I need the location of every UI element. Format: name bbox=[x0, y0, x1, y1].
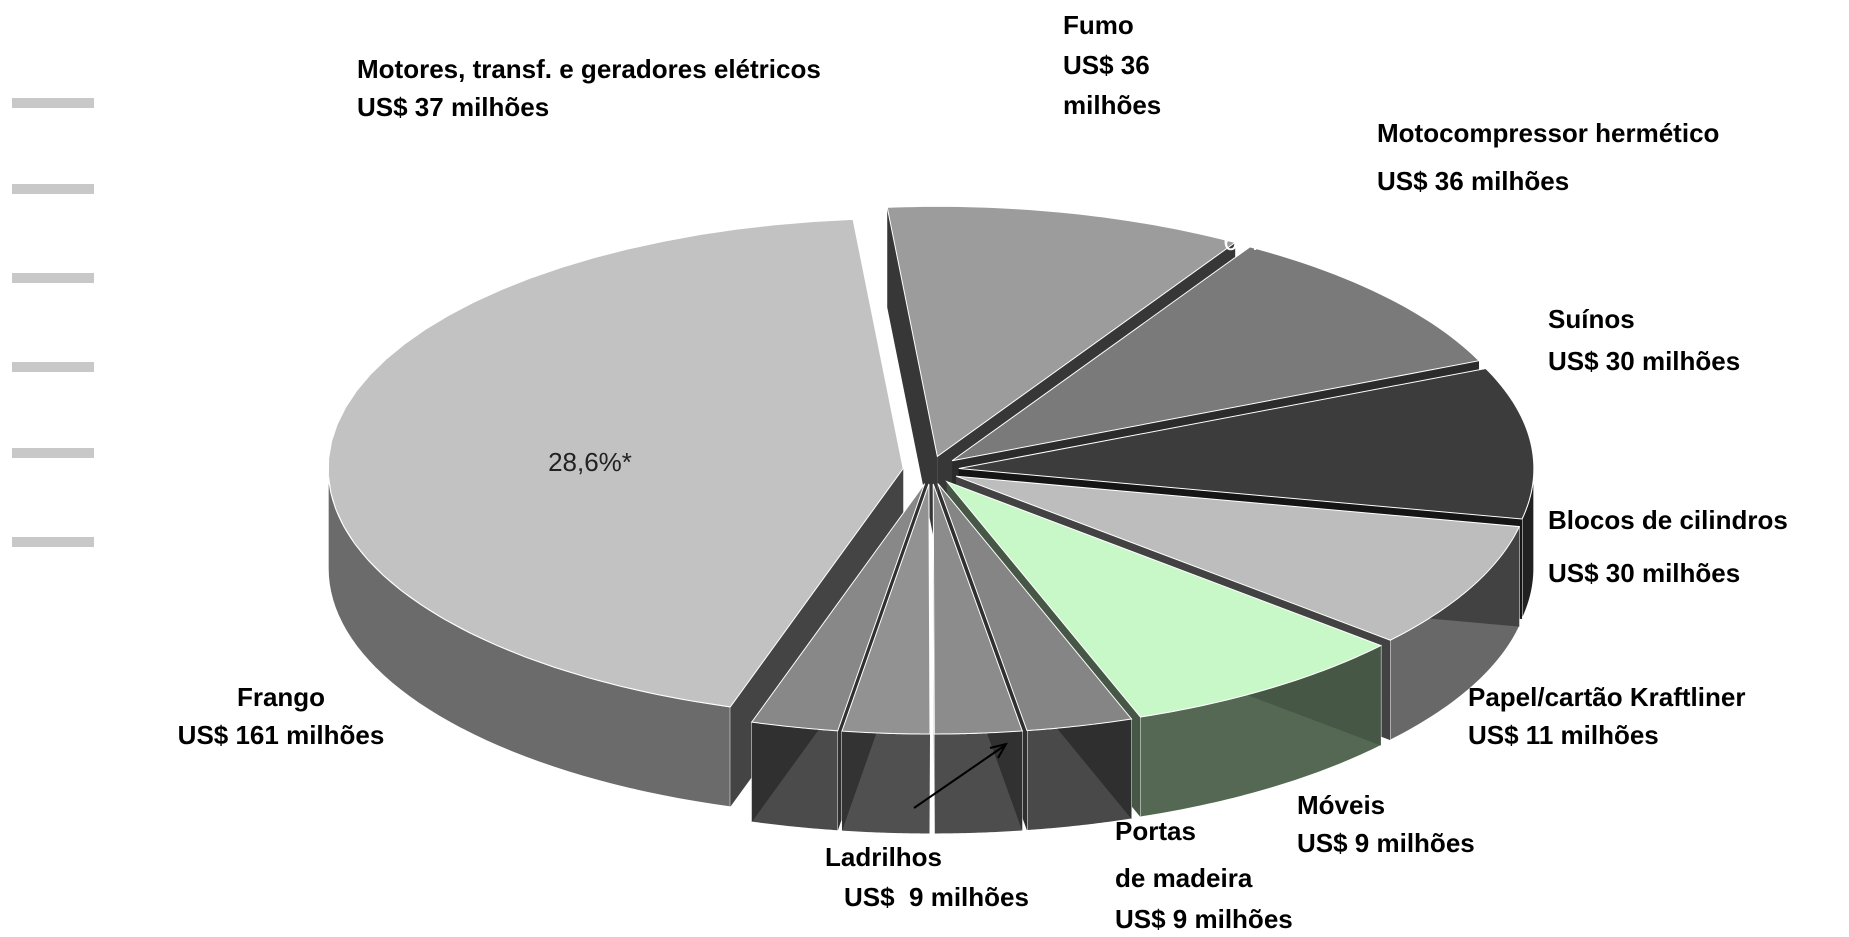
value-label: US$ 36 milhões bbox=[1377, 166, 1569, 196]
decor-bar bbox=[12, 184, 94, 194]
category-label: Móveis bbox=[1297, 790, 1385, 820]
labels: Motores, transf. e geradores elétricos US… bbox=[178, 10, 1788, 934]
slice bbox=[951, 246, 1481, 462]
slice-group bbox=[932, 483, 1023, 835]
slice bbox=[932, 483, 1023, 735]
slice bbox=[937, 483, 1133, 732]
category-label: Frango bbox=[237, 682, 325, 712]
share-label: 6,4%* bbox=[1223, 226, 1292, 256]
category-label: Motocompressor hermético bbox=[1377, 118, 1719, 148]
value-label: US$ 30 milhões bbox=[1548, 346, 1740, 376]
decor-bar bbox=[12, 448, 94, 458]
pointer-head bbox=[989, 742, 1009, 759]
value-label: US$ 36 milhões bbox=[1063, 50, 1161, 120]
share-label: 6,6%* bbox=[776, 166, 845, 196]
value-label: US$ 30 milhões bbox=[1548, 558, 1740, 588]
slice bbox=[886, 205, 1237, 458]
share-label: 6,5%* bbox=[999, 174, 1068, 204]
decor-bar bbox=[12, 273, 94, 283]
value-label: US$ 11 milhões bbox=[1468, 720, 1659, 750]
value-label: US$ 37 milhões bbox=[357, 92, 549, 122]
decor-bar bbox=[12, 98, 94, 108]
value-label: US$ 9 milhões bbox=[1297, 828, 1475, 858]
share-label: 28,6%* bbox=[548, 447, 632, 477]
value-label: US$ 161 milhões bbox=[178, 720, 385, 750]
category-label: Motores, transf. e geradores elétricos bbox=[357, 54, 821, 84]
slice bbox=[750, 483, 926, 732]
slice bbox=[841, 483, 931, 735]
pie bbox=[327, 205, 1535, 835]
value-label: US$ 9 milhões bbox=[844, 882, 1029, 912]
category-label: Blocos de cilindros bbox=[1548, 505, 1788, 535]
pointer-line bbox=[913, 745, 1005, 809]
decor-bar bbox=[12, 362, 94, 372]
slice bbox=[327, 218, 904, 708]
value-label: US$ 9 milhões bbox=[1115, 904, 1293, 934]
category-label: Fumo bbox=[1063, 10, 1134, 40]
category-label: Suínos bbox=[1548, 304, 1635, 334]
decor-bar bbox=[12, 537, 94, 547]
slice bbox=[958, 367, 1535, 520]
category-label: Portas de madeira bbox=[1115, 816, 1253, 893]
slice-wall bbox=[887, 207, 938, 557]
slice bbox=[955, 475, 1521, 641]
decor-bars bbox=[12, 98, 94, 547]
category-label: Papel/cartão Kraftliner bbox=[1468, 682, 1745, 712]
slice bbox=[945, 480, 1383, 718]
category-label: Ladrilhos bbox=[825, 842, 942, 872]
slice-group bbox=[841, 483, 931, 835]
